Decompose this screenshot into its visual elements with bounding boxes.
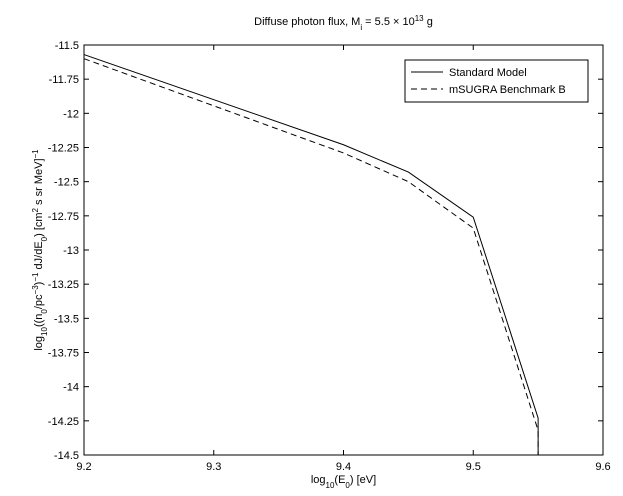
series-line [83, 54, 539, 455]
text-part: /pc [33, 294, 45, 309]
y-tick-label: -12.25 [48, 143, 79, 155]
text-part: −3 [31, 285, 40, 295]
text-part: dJ/dE [33, 241, 45, 272]
text-part: 10 [326, 481, 335, 490]
y-tick-label: -14.25 [48, 416, 79, 428]
y-tick-label: -13 [63, 245, 79, 257]
x-tick-label: 9.2 [76, 461, 91, 473]
text-part: ) [33, 282, 45, 286]
text-part: −1 [31, 272, 40, 282]
y-tick-label: -14 [63, 382, 79, 394]
y-tick-label: -12 [63, 108, 79, 120]
x-tick-label: 9.3 [206, 461, 221, 473]
text-part: log [33, 336, 45, 351]
text-part: ((n [33, 314, 45, 327]
text-part: = 5.5 × 10 [362, 16, 415, 28]
series-line [83, 58, 539, 455]
y-tick-label: -11.5 [55, 40, 79, 52]
text-part: Diffuse photon flux, M [254, 16, 360, 28]
y-tick-label: -11.75 [49, 74, 79, 86]
text-part: 10 [40, 327, 49, 336]
legend-label: Standard Model [449, 67, 527, 79]
y-tick-label: -13.75 [48, 348, 79, 360]
y-tick-label: -13.25 [48, 279, 79, 291]
text-part: ) [cm [33, 212, 45, 236]
y-tick-label: -12.5 [54, 177, 79, 189]
x-tick-label: 9.5 [466, 461, 481, 473]
x-label: log10(E0) [eV] [311, 474, 376, 490]
text-part: g [424, 16, 433, 28]
y-tick-label: -14.5 [54, 450, 79, 462]
text-part: 13 [415, 14, 424, 23]
text-part: s sr MeV] [33, 158, 45, 208]
text-part: 0 [345, 481, 350, 490]
x-tick-label: 9.6 [595, 461, 610, 473]
text-part: log [311, 474, 326, 486]
text-part: 0 [40, 309, 49, 314]
text-part: 0 [40, 236, 49, 241]
x-tick-label: 9.4 [336, 461, 351, 473]
text-part: −1 [31, 149, 40, 159]
text-part: i [360, 23, 362, 32]
y-tick-label: -13.5 [54, 313, 79, 325]
title: Diffuse photon flux, Mi = 5.5 × 1013 g [254, 14, 433, 32]
legend-box [404, 59, 589, 103]
y-tick-label: -12.75 [48, 211, 79, 223]
text-part: 2 [31, 207, 40, 212]
text-part: (E [334, 474, 345, 486]
legend-label: mSUGRA Benchmark B [449, 84, 566, 96]
text-part: ) [eV] [350, 474, 376, 486]
y-label: log10((n0/pc−3)−1 dJ/dE0) [cm2 s sr MeV]… [31, 149, 49, 351]
